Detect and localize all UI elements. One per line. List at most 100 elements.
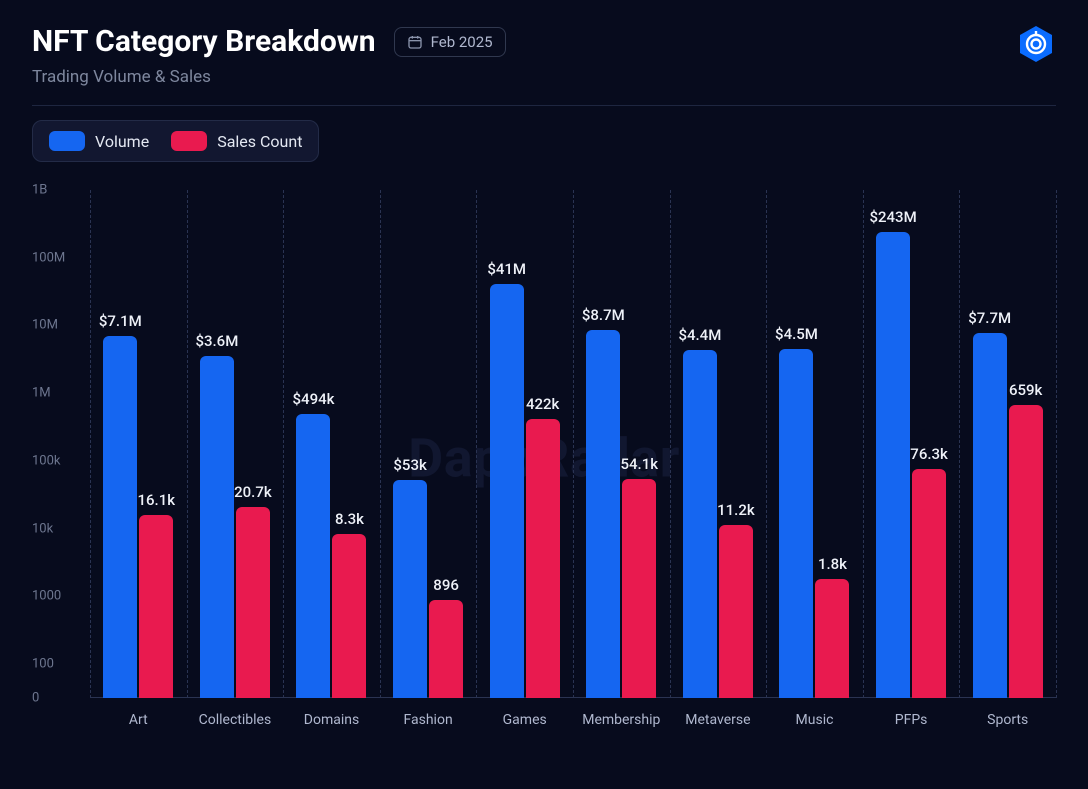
- subtitle: Trading Volume & Sales: [32, 67, 506, 87]
- bar-label-volume: $243M: [869, 208, 916, 226]
- bar-volume: $3.6M: [200, 356, 234, 698]
- date-text: Feb 2025: [431, 33, 493, 51]
- bar-label-sales: 11.2k: [717, 501, 755, 519]
- legend-item-volume: Volume: [49, 131, 149, 151]
- legend-label-sales: Sales Count: [217, 132, 302, 151]
- bar-label-volume: $4.4M: [678, 326, 721, 344]
- bar-volume: $7.1M: [103, 336, 137, 698]
- category-group: $8.7M54.1k: [573, 190, 670, 698]
- bar-pair: $3.6M20.7k: [200, 190, 270, 698]
- category-group: $53k896: [380, 190, 477, 698]
- legend-swatch-volume: [49, 131, 85, 151]
- category-group: $494k8.3k: [283, 190, 380, 698]
- legend-swatch-sales: [171, 131, 207, 151]
- brand-logo-icon: [1016, 24, 1056, 64]
- bar-sales: 16.1k: [139, 515, 173, 698]
- y-tick-label: 1M: [32, 386, 90, 401]
- bar-pair: $243M76.3k: [876, 190, 946, 698]
- bar-volume: $494k: [296, 414, 330, 698]
- bar-pair: $7.7M659k: [973, 190, 1043, 698]
- x-tick-label: Fashion: [404, 712, 453, 728]
- bar-volume: $4.4M: [683, 350, 717, 698]
- bar-label-volume: $3.6M: [195, 332, 238, 350]
- category-group: $4.5M1.8k: [766, 190, 863, 698]
- bar-label-volume: $494k: [293, 390, 335, 408]
- x-tick-label: Domains: [304, 712, 359, 728]
- bar-volume: $53k: [393, 480, 427, 698]
- category-group: $243M76.3k: [863, 190, 960, 698]
- bar-label-volume: $41M: [487, 260, 526, 278]
- bar-sales: 20.7k: [236, 507, 270, 698]
- title-line: NFT Category Breakdown Feb 2025: [32, 24, 506, 59]
- bar-pair: $41M422k: [490, 190, 560, 698]
- x-tick-label: Collectibles: [199, 712, 272, 728]
- bar-label-sales: 76.3k: [910, 445, 948, 463]
- bar-sales: 54.1k: [622, 479, 656, 698]
- bar-pair: $7.1M16.1k: [103, 190, 173, 698]
- y-tick-label: 100M: [32, 250, 90, 265]
- x-tick-label: PFPs: [895, 712, 928, 728]
- bar-volume: $243M: [876, 232, 910, 698]
- bar-label-sales: 16.1k: [138, 491, 176, 509]
- legend-label-volume: Volume: [95, 132, 149, 151]
- bar-label-sales: 20.7k: [234, 483, 272, 501]
- bar-label-sales: 659k: [1009, 381, 1042, 399]
- gridline-vertical: [1056, 190, 1057, 698]
- bar-label-volume: $7.1M: [99, 312, 142, 330]
- bar-pair: $53k896: [393, 190, 463, 698]
- bar-label-volume: $4.5M: [775, 325, 818, 343]
- bar-sales: 1.8k: [815, 579, 849, 698]
- divider: [32, 105, 1056, 106]
- category-group: $41M422k: [476, 190, 573, 698]
- bar-pair: $4.4M11.2k: [683, 190, 753, 698]
- bar-label-volume: $7.7M: [968, 309, 1011, 327]
- bar-pair: $8.7M54.1k: [586, 190, 656, 698]
- bar-sales: 11.2k: [719, 525, 753, 698]
- header-row: NFT Category Breakdown Feb 2025 Trading …: [32, 24, 1056, 87]
- x-tick-label: Metaverse: [685, 712, 750, 728]
- y-tick-label: 1000: [32, 589, 90, 604]
- y-tick-label: 0: [32, 691, 90, 706]
- x-tick-label: Art: [129, 712, 148, 728]
- calendar-icon: [407, 34, 423, 50]
- category-group: $3.6M20.7k: [187, 190, 284, 698]
- bar-sales: 896: [429, 600, 463, 698]
- category-group: $4.4M11.2k: [670, 190, 767, 698]
- bar-volume: $7.7M: [973, 333, 1007, 698]
- bar-sales: 76.3k: [912, 469, 946, 698]
- bar-volume: $8.7M: [586, 330, 620, 698]
- title-block: NFT Category Breakdown Feb 2025 Trading …: [32, 24, 506, 87]
- legend: Volume Sales Count: [32, 120, 319, 162]
- bar-pair: $4.5M1.8k: [779, 190, 849, 698]
- y-axis: 1B100M10M1M100k10k10001000: [32, 190, 90, 698]
- chart-card: NFT Category Breakdown Feb 2025 Trading …: [0, 0, 1088, 766]
- x-tick-label: Sports: [987, 712, 1028, 728]
- bar-sales: 422k: [526, 419, 560, 698]
- category-group: $7.7M659k: [959, 190, 1056, 698]
- bar-sales: 659k: [1009, 405, 1043, 698]
- y-tick-label: 1B: [32, 183, 90, 198]
- bar-pair: $494k8.3k: [296, 190, 366, 698]
- bar-label-sales: 8.3k: [335, 510, 364, 528]
- y-tick-label: 100: [32, 657, 90, 672]
- legend-item-sales: Sales Count: [171, 131, 302, 151]
- bar-label-sales: 896: [433, 576, 459, 594]
- bar-volume: $41M: [490, 284, 524, 698]
- x-tick-label: Games: [503, 712, 547, 728]
- y-tick-label: 10M: [32, 318, 90, 333]
- y-tick-label: 100k: [32, 453, 90, 468]
- x-axis: ArtCollectiblesDomainsFashionGamesMember…: [90, 698, 1056, 750]
- page-title: NFT Category Breakdown: [32, 24, 376, 59]
- bar-label-sales: 422k: [526, 395, 559, 413]
- x-tick-label: Music: [796, 712, 834, 728]
- bar-label-sales: 1.8k: [818, 555, 847, 573]
- plot-area: $7.1M16.1k$3.6M20.7k$494k8.3k$53k896$41M…: [90, 190, 1056, 698]
- date-pill: Feb 2025: [394, 27, 506, 57]
- bar-label-volume: $8.7M: [582, 306, 625, 324]
- bar-sales: 8.3k: [332, 534, 366, 698]
- chart: DappRadar 1B100M10M1M100k10k10001000 $7.…: [32, 190, 1056, 750]
- bar-volume: $4.5M: [779, 349, 813, 698]
- category-group: $7.1M16.1k: [90, 190, 187, 698]
- y-tick-label: 10k: [32, 521, 90, 536]
- bar-label-volume: $53k: [393, 456, 426, 474]
